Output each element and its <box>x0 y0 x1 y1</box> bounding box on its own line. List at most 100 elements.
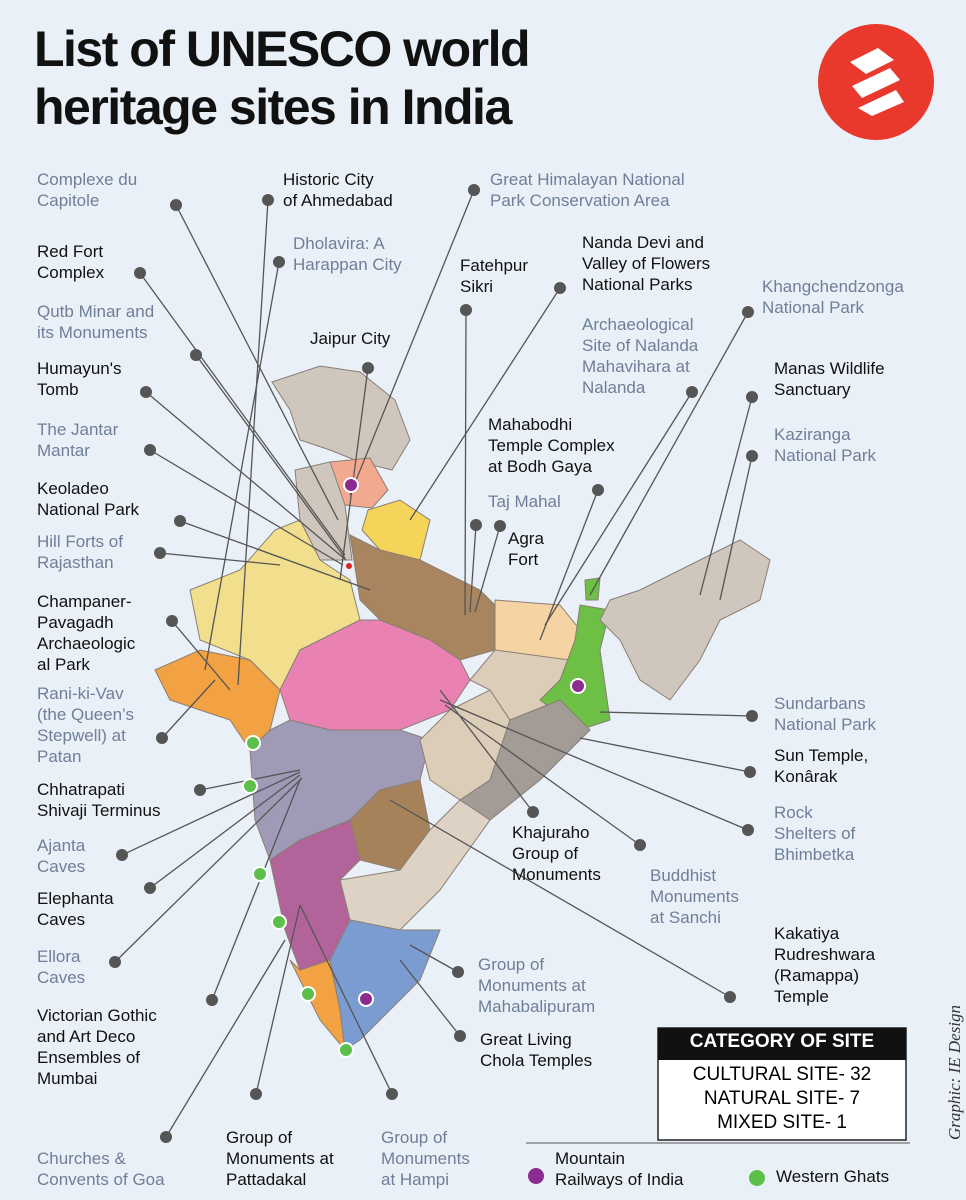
leader-line <box>165 939 286 1138</box>
site-label: Manas Wildlife Sanctuary <box>774 359 885 399</box>
site-label-line: Champaner- <box>37 592 132 611</box>
leader-line <box>237 199 269 686</box>
leader-dot <box>744 766 756 778</box>
site-label: Kaziranga National Park <box>774 425 877 465</box>
site-label: Archaeological Site of Nalanda Mahavihara … <box>582 315 699 397</box>
leader-dot <box>156 732 168 744</box>
logo <box>818 24 934 140</box>
site-label-line: Qutb Minar and <box>37 302 154 321</box>
leader-line <box>299 904 393 1095</box>
site-label-line: Agra <box>508 529 544 548</box>
leader-dot <box>273 256 285 268</box>
site-label-line: Shelters of <box>774 824 856 843</box>
leader-line <box>114 777 303 963</box>
leader-line <box>389 799 731 998</box>
site-label: Rock Shelters of Bhimbetka <box>774 803 856 864</box>
site-label: Great Living Chola Temples <box>480 1030 592 1070</box>
site-label: Group of Monuments at Pattadakal <box>226 1128 334 1189</box>
leader-line <box>139 272 346 556</box>
site-label-line: Mantar <box>37 441 90 460</box>
site-label: Agra Fort <box>508 529 544 569</box>
site-label-line: Sun Temple, <box>774 746 868 765</box>
india-map <box>154 365 771 1052</box>
leader-dot <box>592 484 604 496</box>
site-label-line: Kakatiya <box>774 924 840 943</box>
site-label-line: Group of <box>512 844 578 863</box>
site-label: Keoladeo National Park <box>37 479 140 519</box>
category-title: CATEGORY OF SITE <box>690 1031 874 1052</box>
category-box: CATEGORY OF SITE CULTURAL SITE- 32 NATUR… <box>657 1027 907 1141</box>
leader-line <box>539 489 599 641</box>
site-label-line: Group of <box>478 955 544 974</box>
leader-line <box>409 287 561 521</box>
site-label-line: Red Fort <box>37 242 103 261</box>
leader-dot <box>742 306 754 318</box>
leader-dot <box>746 710 758 722</box>
site-label-line: Buddhist <box>650 866 716 885</box>
leader-line <box>175 204 339 521</box>
site-label-line: Monuments at <box>478 976 586 995</box>
site-label-line: The Jantar <box>37 420 119 439</box>
site-label-line: Monuments <box>512 865 601 884</box>
site-label: Sun Temple, Konârak <box>774 746 868 786</box>
leader-line <box>171 620 231 691</box>
title-line: heritage sites in India <box>34 79 513 135</box>
leader-line <box>179 520 371 591</box>
site-label-line: Historic City <box>283 170 374 189</box>
site-label-line: Convents of Goa <box>37 1170 165 1189</box>
leader-lines <box>114 189 753 1138</box>
leader-line <box>204 261 280 671</box>
site-label-line: National Parks <box>582 275 693 294</box>
site-label-line: Pattadakal <box>226 1170 306 1189</box>
leader-dot <box>116 849 128 861</box>
site-label-line: Nalanda <box>582 378 646 397</box>
site-label: Great Himalayan National Park Conservatio… <box>490 170 685 210</box>
site-label-line: (the Queen’s <box>37 705 134 724</box>
site-label-line: Churches & <box>37 1149 126 1168</box>
site-label-line: Valley of Flowers <box>582 254 710 273</box>
leader-dot <box>527 806 539 818</box>
site-label-line: Mahavihara at <box>582 357 690 376</box>
site-label-line: Group of <box>226 1128 292 1147</box>
site-label-line: Elephanta <box>37 889 114 908</box>
site-label-line: at Hampi <box>381 1170 449 1189</box>
leader-dot <box>746 450 758 462</box>
site-label-line: Mumbai <box>37 1069 97 1088</box>
site-label-line: Temple <box>774 987 829 1006</box>
site-label-line: Monuments at <box>226 1149 334 1168</box>
site-label: Champaner- Pavagadh Archaeologic al Park <box>37 592 136 674</box>
leader-dot <box>386 1088 398 1100</box>
site-label: Chhatrapati Shivaji Terminus <box>37 780 160 820</box>
leader-line <box>399 959 461 1037</box>
category-row: MIXED SITE- 1 <box>717 1112 847 1133</box>
site-label-line: and Art Deco <box>37 1027 135 1046</box>
site-label-line: Great Living <box>480 1030 572 1049</box>
site-label: Mahabodhi Temple Complex at Bodh Gaya <box>488 415 615 476</box>
leader-line <box>544 391 693 626</box>
leader-dot <box>190 349 202 361</box>
site-label: Dholavira: A Harappan City <box>293 234 402 274</box>
leader-dot <box>452 966 464 978</box>
leader-line <box>719 455 753 601</box>
site-label: Taj Mahal <box>488 492 561 511</box>
leader-line <box>589 311 749 596</box>
site-label-line: al Park <box>37 655 90 674</box>
site-label: Ajanta Caves <box>37 836 86 876</box>
leader-dot <box>454 1030 466 1042</box>
site-label: Victorian Gothic and Art Deco Ensembles of… <box>37 1006 157 1088</box>
site-label-line: Khajuraho <box>512 823 590 842</box>
site-label-line: Rajasthan <box>37 553 114 572</box>
legend-swatch <box>749 1170 765 1186</box>
leader-line <box>121 771 301 856</box>
site-label-line: Monuments <box>381 1149 470 1168</box>
leader-line <box>464 309 467 616</box>
site-label-line: National Park <box>762 298 865 317</box>
site-label-line: Park Conservation Area <box>490 191 670 210</box>
site-label-line: Caves <box>37 910 85 929</box>
leader-dot <box>206 994 218 1006</box>
site-label-line: Manas Wildlife <box>774 359 885 378</box>
site-label: Red Fort Complex <box>37 242 105 282</box>
site-label-line: Archaeological <box>582 315 694 334</box>
site-label: Kakatiya Rudreshwara (Ramappa) Temple <box>774 924 876 1006</box>
leader-dot <box>262 194 274 206</box>
